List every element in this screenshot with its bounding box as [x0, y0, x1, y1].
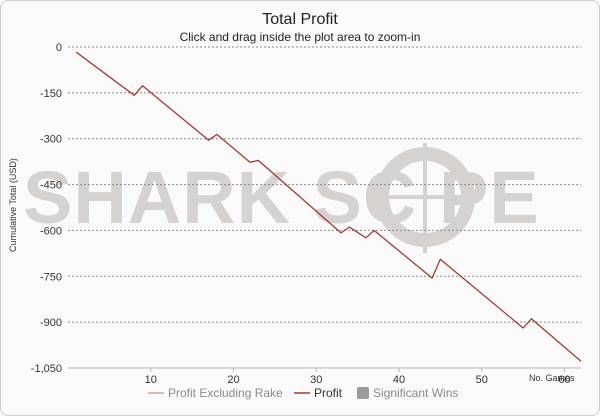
series-line-profit[interactable] [75, 51, 582, 362]
legend-item-profit[interactable]: Profit [294, 386, 343, 400]
y-tick-label: -150 [40, 88, 62, 100]
x-axis-title: No. Games [529, 373, 575, 383]
legend-label: Significant Wins [373, 386, 458, 400]
y-tick-label: -600 [40, 225, 62, 237]
y-tick-label: -750 [40, 271, 62, 283]
legend-item-significant-wins[interactable]: Significant Wins [357, 386, 458, 400]
y-tick-label: -450 [40, 180, 62, 192]
x-tick-label: 60 [558, 374, 570, 386]
x-tick-label: 20 [227, 374, 239, 386]
legend-label: Profit Excluding Rake [168, 386, 283, 400]
y-tick-label: -300 [40, 134, 62, 146]
chart-title: Total Profit [262, 11, 338, 28]
y-tick-label: -1,050 [31, 363, 62, 375]
x-tick-label: 10 [145, 374, 157, 386]
y-tick-label: 0 [56, 42, 62, 54]
sharkscope-watermark: SHARK SC PE [23, 143, 539, 253]
legend-label: Profit [314, 386, 343, 400]
x-tick-label: 30 [310, 374, 322, 386]
x-tick-label: 50 [476, 374, 488, 386]
y-tick-label: -900 [40, 317, 62, 329]
series-layer [75, 51, 582, 362]
y-axis-title: Cumulative Total (USD) [8, 158, 18, 252]
legend: Profit Excluding Rake Profit Significant W… [148, 386, 458, 400]
x-tick-label: 40 [393, 374, 405, 386]
watermark-crosshair-icon [371, 143, 479, 253]
legend-swatch [357, 387, 369, 399]
chart-subtitle: Click and drag inside the plot area to z… [180, 30, 421, 44]
legend-item-profit-excluding-rake[interactable]: Profit Excluding Rake [148, 386, 283, 400]
axes: 0 -150 -300 -450 -600 -750 -900 -1,050 10 20 30 40 5… [31, 42, 581, 386]
